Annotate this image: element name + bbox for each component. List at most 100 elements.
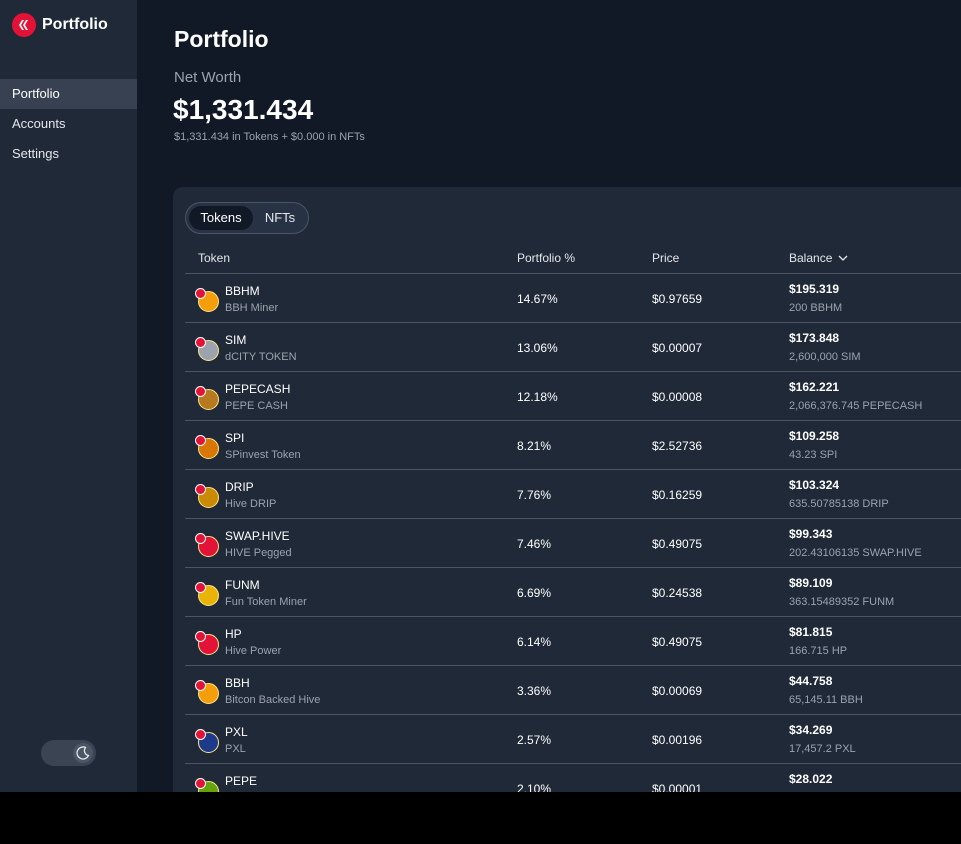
column-header-balance[interactable]: Balance bbox=[789, 251, 849, 265]
portfolio-percent: 14.67% bbox=[517, 292, 558, 306]
token-name: Hive Power bbox=[225, 645, 282, 657]
theme-toggle[interactable] bbox=[41, 740, 96, 766]
portfolio-percent: 2.10% bbox=[517, 782, 552, 792]
tab-nfts[interactable]: NFTs bbox=[264, 210, 296, 225]
balance-usd: $173.848 bbox=[789, 331, 840, 345]
table-row[interactable]: SIM dCITY TOKEN 13.06% $0.00007 $173.848 2,60… bbox=[185, 323, 961, 372]
brand[interactable]: Portfolio bbox=[12, 13, 108, 37]
chevron-down-icon bbox=[838, 255, 848, 261]
balance-usd: $28.022 bbox=[789, 772, 833, 786]
portfolio-percent: 8.21% bbox=[517, 439, 552, 453]
token-logo-icon bbox=[195, 778, 219, 792]
token-name: PEPE CASH bbox=[225, 400, 288, 412]
token-price: $0.00196 bbox=[652, 733, 703, 747]
net-worth-breakdown: $1,331.434 in Tokens + $0.000 in NFTs bbox=[174, 131, 365, 143]
main-content: Portfolio Net Worth $1,331.434 $1,331.43… bbox=[137, 0, 961, 792]
balance-usd: $81.815 bbox=[789, 625, 833, 639]
token-name: BBH Miner bbox=[225, 302, 279, 314]
moon-icon bbox=[73, 743, 93, 763]
table-row[interactable]: BBHM BBH Miner 14.67% $0.97659 $195.319 200 B… bbox=[185, 274, 961, 323]
hive-engine-badge-icon bbox=[195, 337, 206, 348]
balance-usd: $99.343 bbox=[789, 527, 833, 541]
table-row[interactable]: PEPECASH PEPE CASH 12.18% $0.00008 $162.221 2… bbox=[185, 372, 961, 421]
token-logo-icon bbox=[195, 631, 219, 655]
token-logo-icon bbox=[195, 337, 219, 361]
token-symbol: FUNM bbox=[225, 578, 260, 592]
balance-amount: 166.715 HP bbox=[789, 645, 848, 657]
table-row[interactable]: HP Hive Power 6.14% $0.49075 $81.815 166.715 … bbox=[185, 617, 961, 666]
token-symbol: PXL bbox=[225, 725, 248, 739]
hive-engine-badge-icon bbox=[195, 582, 206, 593]
balance-amount: 2,600,000 SIM bbox=[789, 351, 861, 363]
token-symbol: PEPECASH bbox=[225, 382, 291, 396]
sidebar-nav: Portfolio Accounts Settings bbox=[0, 79, 137, 169]
table-row[interactable]: FUNM Fun Token Miner 6.69% $0.24538 $89.109 3… bbox=[185, 568, 961, 617]
token-symbol: DRIP bbox=[225, 480, 254, 494]
table-row[interactable]: SWAP.HIVE HIVE Pegged 7.46% $0.49075 $99.343… bbox=[185, 519, 961, 568]
token-name: PXL bbox=[225, 743, 246, 755]
balance-usd: $89.109 bbox=[789, 576, 833, 590]
token-symbol: SWAP.HIVE bbox=[225, 529, 290, 543]
token-price: $0.49075 bbox=[652, 635, 703, 649]
token-price: $0.00008 bbox=[652, 390, 703, 404]
token-symbol: BBH bbox=[225, 676, 250, 690]
portfolio-percent: 3.36% bbox=[517, 684, 552, 698]
token-price: $0.16259 bbox=[652, 488, 703, 502]
table-row[interactable]: PEPE 2.10% $0.00001 $28.022 bbox=[185, 764, 961, 792]
hive-engine-badge-icon bbox=[195, 386, 206, 397]
balance-usd: $162.221 bbox=[789, 380, 840, 394]
balance-amount: 65,145.11 BBH bbox=[789, 694, 863, 706]
hive-engine-badge-icon bbox=[195, 533, 206, 544]
holdings-card: Tokens NFTs Token Portfolio % Price Bala… bbox=[173, 187, 961, 792]
balance-amount: 363.15489352 FUNM bbox=[789, 596, 895, 608]
table-row[interactable]: DRIP Hive DRIP 7.76% $0.16259 $103.324 635.50… bbox=[185, 470, 961, 519]
net-worth-value: $1,331.434 bbox=[173, 94, 314, 125]
table-header: Token Portfolio % Price Balance bbox=[185, 246, 961, 274]
portfolio-percent: 12.18% bbox=[517, 390, 558, 404]
balance-amount: 43.23 SPI bbox=[789, 449, 838, 461]
table-row[interactable]: SPI SPinvest Token 8.21% $2.52736 $109.258 43… bbox=[185, 421, 961, 470]
portfolio-percent: 2.57% bbox=[517, 733, 552, 747]
column-header-portfolio-pct[interactable]: Portfolio % bbox=[517, 251, 576, 265]
balance-amount: 200 BBHM bbox=[789, 302, 843, 314]
token-logo-icon bbox=[195, 582, 219, 606]
token-name: SPinvest Token bbox=[225, 449, 301, 461]
sidebar-item-accounts[interactable]: Accounts bbox=[12, 116, 66, 131]
token-table-body: BBHM BBH Miner 14.67% $0.97659 $195.319 200 B… bbox=[185, 274, 961, 792]
portfolio-percent: 7.46% bbox=[517, 537, 552, 551]
sidebar-item-portfolio[interactable]: Portfolio bbox=[0, 79, 137, 109]
tab-tokens[interactable]: Tokens bbox=[189, 206, 253, 230]
hive-engine-badge-icon bbox=[195, 484, 206, 495]
portfolio-percent: 6.69% bbox=[517, 586, 552, 600]
balance-usd: $195.319 bbox=[789, 282, 840, 296]
token-price: $0.00069 bbox=[652, 684, 703, 698]
token-name: Bitcon Backed Hive bbox=[225, 694, 321, 706]
hive-engine-badge-icon bbox=[195, 729, 206, 740]
hive-engine-badge-icon bbox=[195, 680, 206, 691]
column-header-price[interactable]: Price bbox=[652, 251, 680, 265]
hive-logo-icon bbox=[12, 13, 36, 37]
balance-amount: 202.43106135 SWAP.HIVE bbox=[789, 547, 922, 559]
balance-amount: 17,457.2 PXL bbox=[789, 743, 856, 755]
portfolio-percent: 6.14% bbox=[517, 635, 552, 649]
token-symbol: SIM bbox=[225, 333, 247, 347]
hive-engine-badge-icon bbox=[195, 778, 206, 789]
token-name: Fun Token Miner bbox=[225, 596, 307, 608]
token-name: Hive DRIP bbox=[225, 498, 277, 510]
token-symbol: BBHM bbox=[225, 284, 260, 298]
balance-usd: $44.758 bbox=[789, 674, 833, 688]
table-row[interactable]: BBH Bitcon Backed Hive 3.36% $0.00069 $44.75… bbox=[185, 666, 961, 715]
token-price: $0.00001 bbox=[652, 782, 703, 792]
token-logo-icon bbox=[195, 288, 219, 312]
sidebar-item-settings[interactable]: Settings bbox=[12, 146, 59, 161]
column-header-token[interactable]: Token bbox=[198, 251, 231, 265]
token-name: HIVE Pegged bbox=[225, 547, 292, 559]
page-title: Portfolio bbox=[174, 26, 269, 52]
screen-bottom-bar bbox=[0, 792, 961, 844]
table-row[interactable]: PXL PXL 2.57% $0.00196 $34.269 17,457.2 PXL bbox=[185, 715, 961, 764]
app-window: Portfolio Portfolio Accounts Settings Po… bbox=[0, 0, 961, 792]
portfolio-percent: 13.06% bbox=[517, 341, 558, 355]
hive-engine-badge-icon bbox=[195, 435, 206, 446]
token-price: $0.00007 bbox=[652, 341, 703, 355]
token-logo-icon bbox=[195, 680, 219, 704]
